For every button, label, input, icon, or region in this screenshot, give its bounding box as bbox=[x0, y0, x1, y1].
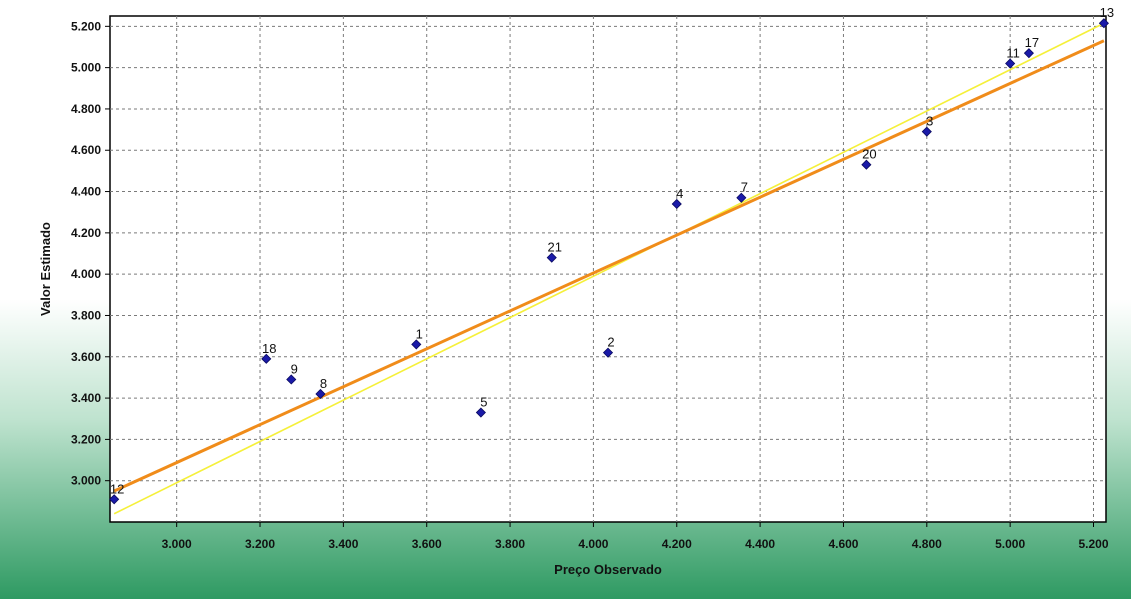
x-tick-label: 3.600 bbox=[412, 537, 442, 551]
data-point-marker bbox=[109, 494, 120, 505]
y-tick-label: 4.000 bbox=[71, 267, 101, 281]
data-points: 12 18 9 8 1 5 21 2 4 7 20 3 11 17 13 bbox=[109, 5, 1114, 505]
data-point-marker bbox=[671, 198, 682, 210]
y-tick-label: 4.400 bbox=[71, 185, 101, 199]
y-axis-title: Valor Estimado bbox=[38, 222, 53, 316]
data-point-label: 20 bbox=[862, 147, 876, 162]
data-point-marker bbox=[1023, 48, 1034, 59]
data-point-marker bbox=[861, 159, 872, 170]
data-point-marker bbox=[921, 126, 932, 137]
data-point-marker bbox=[546, 252, 557, 263]
x-tick-label: 5.000 bbox=[995, 537, 1025, 551]
data-point-label: 7 bbox=[741, 180, 748, 195]
y-tick-label: 3.400 bbox=[71, 391, 101, 405]
x-tick-label: 4.200 bbox=[662, 537, 692, 551]
data-point-marker bbox=[736, 192, 747, 203]
data-point-label: 18 bbox=[262, 341, 276, 356]
data-point-label: 11 bbox=[1006, 46, 1020, 61]
data-point-label: 17 bbox=[1025, 35, 1039, 50]
ideal-line bbox=[113, 22, 1105, 515]
y-tick-label: 4.600 bbox=[71, 143, 101, 157]
data-point-label: 4 bbox=[676, 186, 683, 201]
grid-lines bbox=[110, 16, 1106, 522]
y-tick-label: 4.200 bbox=[71, 226, 101, 240]
y-tick-label: 3.200 bbox=[71, 432, 101, 446]
data-point-marker bbox=[411, 339, 422, 350]
data-point-label: 21 bbox=[548, 240, 562, 255]
data-point-label: 3 bbox=[926, 114, 933, 129]
data-point-label: 9 bbox=[291, 361, 298, 376]
data-point-label: 8 bbox=[320, 376, 327, 391]
data-point-marker bbox=[315, 388, 326, 400]
y-tick-label: 4.800 bbox=[71, 102, 101, 116]
x-axis-title: Preço Observado bbox=[554, 562, 662, 577]
x-tick-label: 4.800 bbox=[912, 537, 942, 551]
y-tick-label: 3.000 bbox=[71, 474, 101, 488]
x-tick-label: 3.200 bbox=[245, 537, 275, 551]
data-point-label: 5 bbox=[480, 395, 487, 410]
x-tick-label: 5.200 bbox=[1078, 537, 1108, 551]
y-tick-label: 3.800 bbox=[71, 308, 101, 322]
data-point-label: 12 bbox=[110, 481, 124, 496]
x-axis-ticks: 3.000 3.200 3.400 3.600 3.800 4.000 4.200 4.400… bbox=[162, 522, 1109, 551]
data-point-marker bbox=[286, 374, 297, 385]
y-tick-label: 3.600 bbox=[71, 350, 101, 364]
y-axis-ticks: 3.000 3.200 3.400 3.600 3.800 4.000 4.200 4.400… bbox=[71, 19, 110, 488]
x-tick-label: 4.400 bbox=[745, 537, 775, 551]
x-tick-label: 3.000 bbox=[162, 537, 192, 551]
y-tick-label: 5.200 bbox=[71, 19, 101, 33]
data-point-label: 2 bbox=[607, 335, 614, 350]
fit-lines bbox=[113, 22, 1105, 515]
data-point-label: 1 bbox=[416, 326, 423, 341]
y-tick-label: 5.000 bbox=[71, 61, 101, 75]
data-point-label: 13 bbox=[1100, 5, 1114, 20]
x-tick-label: 3.400 bbox=[328, 537, 358, 551]
data-point-marker bbox=[1005, 58, 1016, 69]
x-tick-label: 3.800 bbox=[495, 537, 525, 551]
data-point-marker bbox=[475, 407, 486, 418]
x-tick-label: 4.600 bbox=[828, 537, 858, 551]
x-tick-label: 4.000 bbox=[578, 537, 608, 551]
regression-line bbox=[113, 39, 1105, 493]
data-point-marker bbox=[261, 353, 272, 364]
data-point-marker bbox=[602, 347, 614, 358]
data-point-marker bbox=[1098, 18, 1109, 29]
